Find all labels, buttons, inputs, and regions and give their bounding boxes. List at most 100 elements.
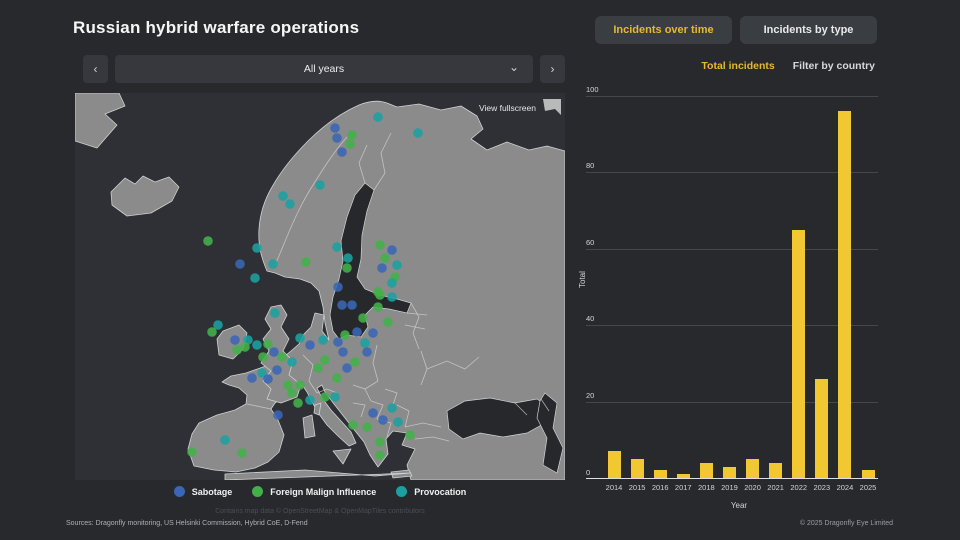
incident-dot[interactable]: [287, 388, 297, 398]
incident-dot[interactable]: [263, 374, 273, 384]
incident-dot[interactable]: [203, 236, 213, 246]
incident-dot[interactable]: [295, 333, 305, 343]
incident-dot[interactable]: [285, 199, 295, 209]
incident-dot[interactable]: [348, 420, 358, 430]
incident-dot[interactable]: [332, 133, 342, 143]
incident-dot[interactable]: [187, 447, 197, 457]
incident-dot[interactable]: [345, 139, 355, 149]
bar-2016[interactable]: [653, 470, 667, 478]
incident-dot[interactable]: [342, 363, 352, 373]
incident-dot[interactable]: [393, 417, 403, 427]
incident-dot[interactable]: [332, 242, 342, 252]
incident-dot[interactable]: [272, 365, 282, 375]
view-fullscreen-button[interactable]: View fullscreen: [479, 99, 561, 117]
incident-dot[interactable]: [387, 292, 397, 302]
bar-2017[interactable]: [676, 474, 690, 478]
incident-dot[interactable]: [230, 335, 240, 345]
tab-incidents-over-time[interactable]: Incidents over time: [595, 16, 732, 44]
year-dropdown[interactable]: All years ⌄: [115, 55, 533, 83]
incident-dot[interactable]: [283, 380, 293, 390]
incident-dot[interactable]: [258, 352, 268, 362]
incident-dot[interactable]: [347, 130, 357, 140]
incident-dot[interactable]: [340, 330, 350, 340]
incident-dot[interactable]: [387, 403, 397, 413]
incident-dot[interactable]: [350, 357, 360, 367]
incident-dot[interactable]: [313, 363, 323, 373]
incident-dot[interactable]: [373, 112, 383, 122]
bar-2018[interactable]: [699, 462, 713, 478]
incident-dot[interactable]: [250, 273, 260, 283]
subtab-total-incidents[interactable]: Total incidents: [701, 60, 775, 72]
bar-2015[interactable]: [630, 458, 644, 478]
incident-dot[interactable]: [343, 253, 353, 263]
bar-2019[interactable]: [722, 466, 736, 478]
incident-dot[interactable]: [273, 410, 283, 420]
incident-dot[interactable]: [252, 340, 262, 350]
incident-dot[interactable]: [287, 357, 297, 367]
incident-dot[interactable]: [295, 380, 305, 390]
bar-2020[interactable]: [746, 458, 760, 478]
europe-map[interactable]: View fullscreen: [75, 93, 565, 480]
incident-dot[interactable]: [278, 191, 288, 201]
incident-dot[interactable]: [377, 263, 387, 273]
incident-dot[interactable]: [375, 437, 385, 447]
bar-2025[interactable]: [861, 470, 875, 478]
incident-dot[interactable]: [387, 245, 397, 255]
incident-dot[interactable]: [330, 392, 340, 402]
incident-dot[interactable]: [237, 448, 247, 458]
incident-dot[interactable]: [342, 263, 352, 273]
subtab-filter-by-country[interactable]: Filter by country: [792, 60, 875, 72]
incident-dot[interactable]: [270, 308, 280, 318]
incident-dot[interactable]: [347, 300, 357, 310]
legend-item-provocation[interactable]: Provocation: [396, 486, 466, 497]
incident-dot[interactable]: [405, 430, 415, 440]
incident-dot[interactable]: [362, 422, 372, 432]
incident-dot[interactable]: [352, 327, 362, 337]
incident-dot[interactable]: [207, 327, 217, 337]
incident-dot[interactable]: [320, 392, 330, 402]
incident-dot[interactable]: [338, 347, 348, 357]
incident-dot[interactable]: [247, 373, 257, 383]
incident-dot[interactable]: [305, 395, 315, 405]
previous-year-button[interactable]: ‹: [83, 55, 108, 83]
incident-dot[interactable]: [413, 128, 423, 138]
incident-dot[interactable]: [318, 335, 328, 345]
bar-2022[interactable]: [792, 229, 806, 478]
incident-dot[interactable]: [392, 260, 402, 270]
bar-2014[interactable]: [607, 451, 621, 478]
incident-dot[interactable]: [375, 450, 385, 460]
incident-dot[interactable]: [332, 373, 342, 383]
incident-dot[interactable]: [333, 282, 343, 292]
incident-dot[interactable]: [368, 328, 378, 338]
bar-2023[interactable]: [815, 378, 829, 478]
tab-incidents-by-type[interactable]: Incidents by type: [740, 16, 877, 44]
incident-dot[interactable]: [373, 302, 383, 312]
incident-dot[interactable]: [263, 339, 273, 349]
incident-dot[interactable]: [220, 435, 230, 445]
incident-dot[interactable]: [358, 313, 368, 323]
legend-item-foreign-malign-influence[interactable]: Foreign Malign Influence: [252, 486, 376, 497]
incident-dot[interactable]: [337, 147, 347, 157]
legend-item-sabotage[interactable]: Sabotage: [173, 486, 232, 497]
incident-dot[interactable]: [293, 398, 303, 408]
incident-dot[interactable]: [375, 240, 385, 250]
incident-dot[interactable]: [330, 123, 340, 133]
incident-dot[interactable]: [380, 253, 390, 263]
bar-2024[interactable]: [838, 111, 852, 478]
incident-dot[interactable]: [337, 300, 347, 310]
incident-dot[interactable]: [305, 340, 315, 350]
incident-dot[interactable]: [333, 337, 343, 347]
incident-dot[interactable]: [240, 342, 250, 352]
incident-dot[interactable]: [257, 368, 267, 378]
incident-dot[interactable]: [252, 243, 262, 253]
incident-dot[interactable]: [232, 345, 242, 355]
incident-dot[interactable]: [301, 257, 311, 267]
incident-dot[interactable]: [368, 408, 378, 418]
incident-dot[interactable]: [320, 355, 330, 365]
incident-dot[interactable]: [213, 320, 223, 330]
bar-2021[interactable]: [769, 462, 783, 478]
incident-dot[interactable]: [375, 290, 385, 300]
incident-dot[interactable]: [378, 415, 388, 425]
incident-dot[interactable]: [360, 338, 370, 348]
incident-dot[interactable]: [277, 352, 287, 362]
